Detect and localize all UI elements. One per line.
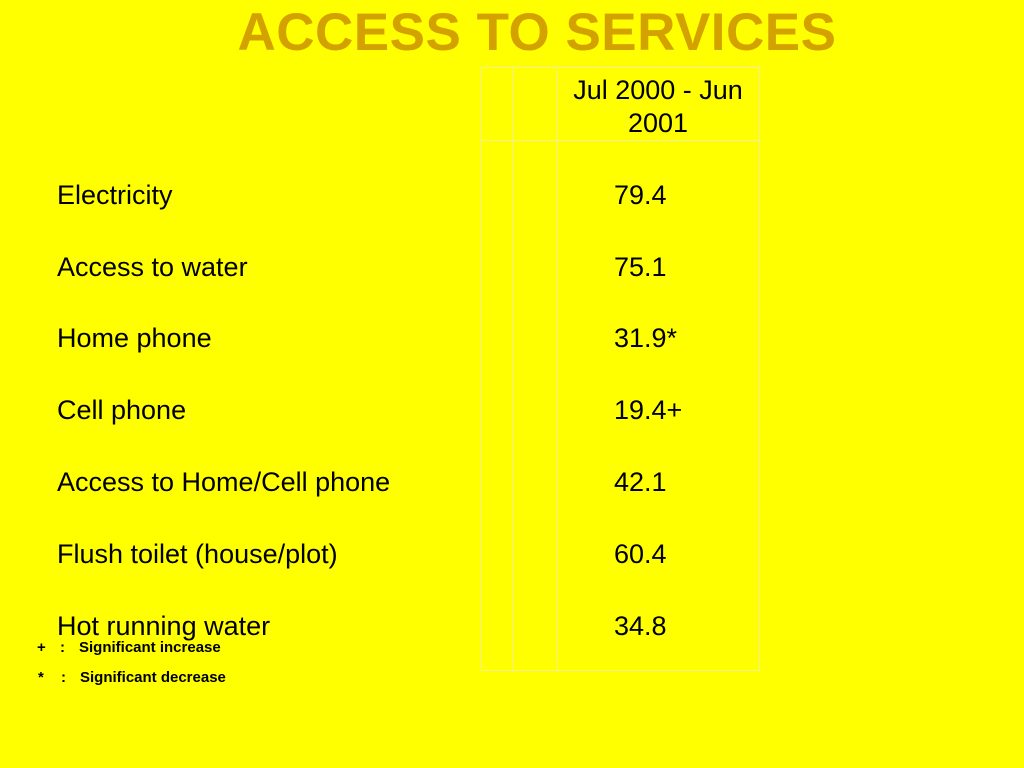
row-label-hot-water: Hot running water xyxy=(57,611,271,641)
table-grid-line xyxy=(481,67,759,68)
row-label-electricity: Electricity xyxy=(57,180,173,210)
legend-separator: : xyxy=(60,639,65,656)
row-value-hot-water: 34.8 xyxy=(614,611,667,641)
row-value-water: 75.1 xyxy=(614,252,667,282)
row-label-home-cell-phone: Access to Home/Cell phone xyxy=(57,467,391,497)
table-grid-line xyxy=(557,67,558,671)
row-value-home-cell-phone: 42.1 xyxy=(614,467,667,497)
row-value-flush-toilet: 60.4 xyxy=(614,539,667,569)
table-grid-line xyxy=(481,670,759,671)
row-label-water: Access to water xyxy=(57,252,248,282)
column-header: Jul 2000 - Jun 2001 xyxy=(573,75,743,138)
row-label-home-phone: Home phone xyxy=(57,323,212,353)
legend-text: Significant increase xyxy=(79,639,221,656)
row-value-electricity: 79.4 xyxy=(614,180,667,210)
row-value-home-phone: 31.9* xyxy=(614,323,678,353)
legend-separator: : xyxy=(61,669,66,686)
table-grid-line xyxy=(481,140,759,141)
page-title: ACCESS TO SERVICES xyxy=(237,3,837,62)
row-label-flush-toilet: Flush toilet (house/plot) xyxy=(57,539,338,569)
legend-symbol: * xyxy=(38,669,44,686)
table-grid-line xyxy=(759,67,760,671)
table-grid-line xyxy=(513,67,514,671)
legend-text: Significant decrease xyxy=(80,669,226,686)
row-label-cell-phone: Cell phone xyxy=(57,395,187,425)
table-grid-line xyxy=(481,67,482,671)
row-value-cell-phone: 19.4+ xyxy=(614,395,683,425)
legend-symbol: + xyxy=(37,639,46,656)
